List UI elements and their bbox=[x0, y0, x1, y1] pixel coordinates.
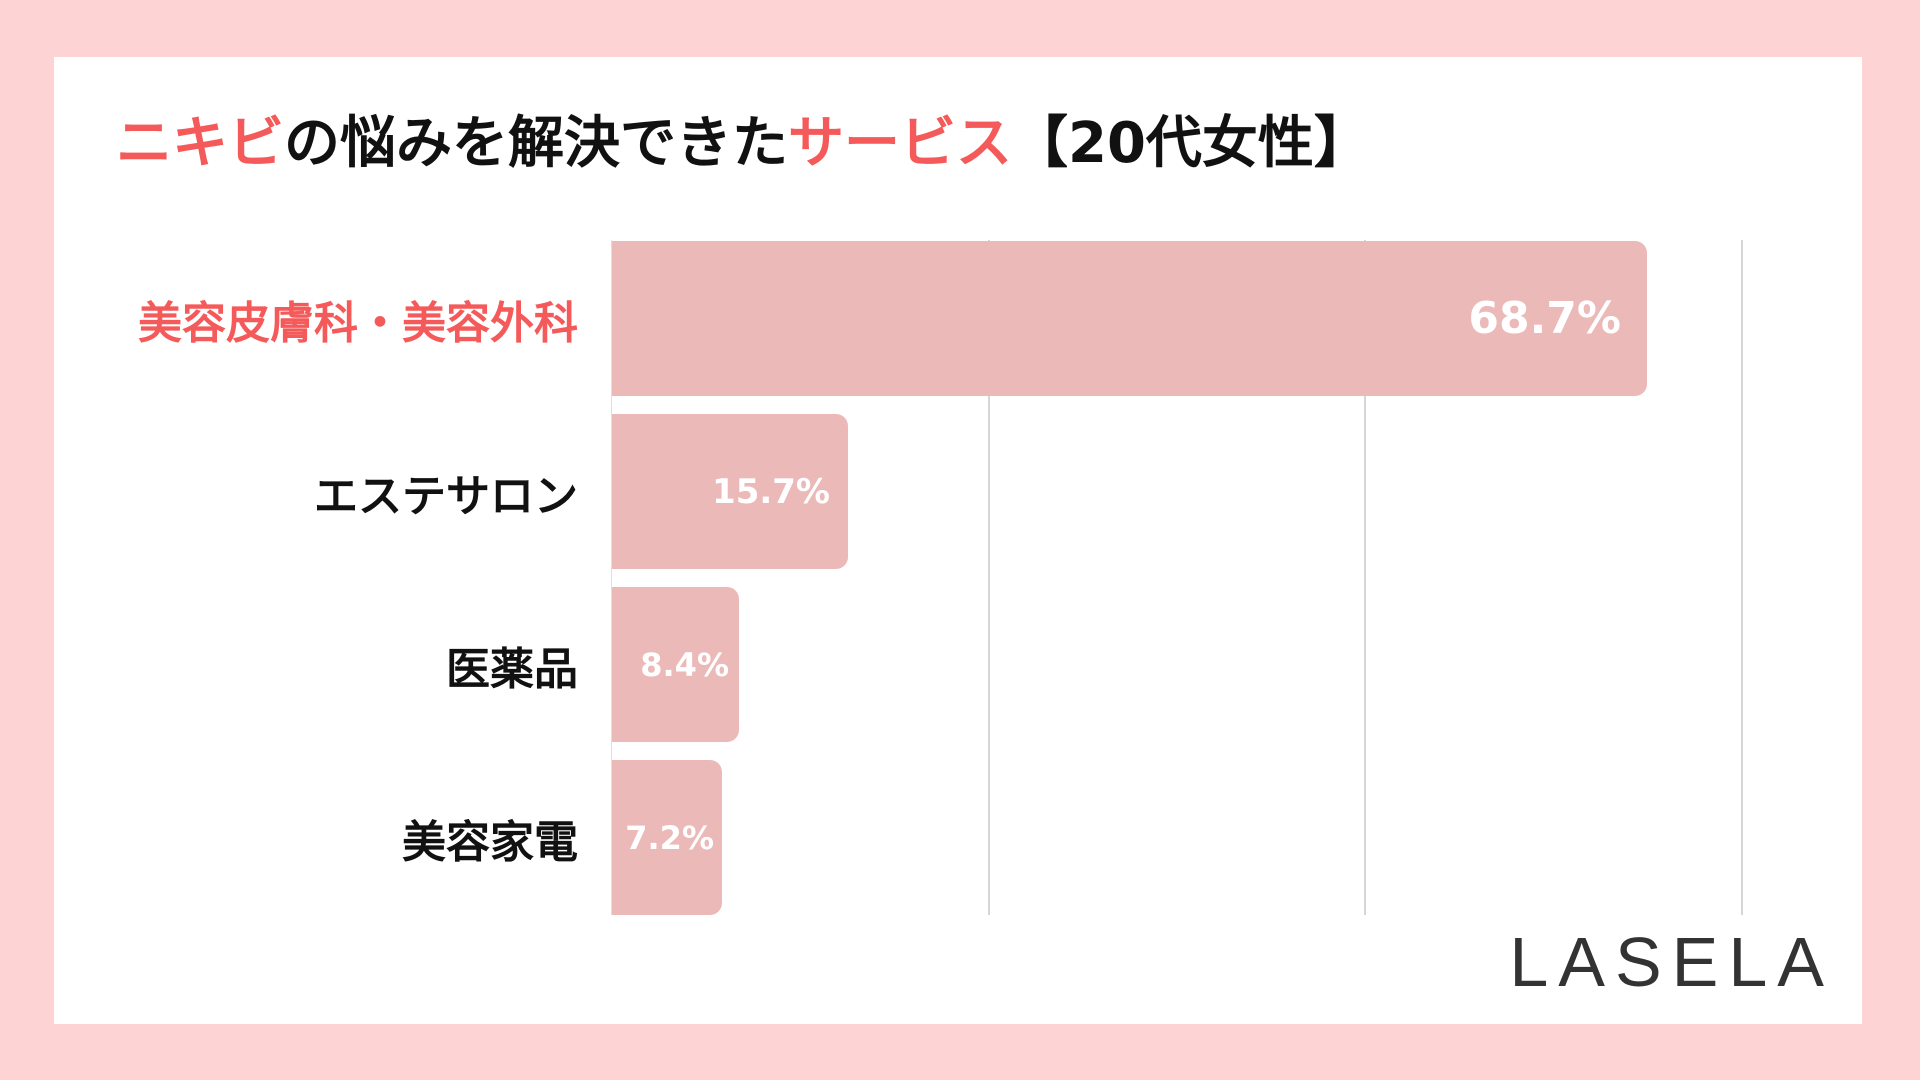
bar: 8.4% bbox=[612, 587, 739, 742]
bar-row: 医薬品 8.4% bbox=[54, 587, 1862, 742]
bar-row: 美容皮膚科・美容外科 68.7% bbox=[54, 241, 1862, 396]
bar: 7.2% bbox=[612, 760, 722, 915]
bar-row: エステサロン 15.7% bbox=[54, 414, 1862, 569]
bar: 68.7% bbox=[612, 241, 1647, 396]
bar-row: 美容家電 7.2% bbox=[54, 760, 1862, 915]
category-label: 美容皮膚科・美容外科 bbox=[138, 297, 578, 349]
bar-value-label: 68.7% bbox=[1468, 293, 1621, 344]
title-text-suffix: 【20代女性】 bbox=[1012, 111, 1370, 176]
category-label: 美容家電 bbox=[402, 816, 578, 868]
bar: 15.7% bbox=[612, 414, 848, 569]
category-label: エステサロン bbox=[314, 470, 578, 522]
gridline-50 bbox=[1364, 240, 1366, 915]
chart-card: ニキビの悩みを解決できたサービス【20代女性】 美容皮膚科・美容外科 68.7%… bbox=[54, 57, 1862, 1024]
title-accent-service: サービス bbox=[788, 111, 1012, 176]
chart-title: ニキビの悩みを解決できたサービス【20代女性】 bbox=[116, 109, 1370, 179]
title-text-middle: の悩みを解決できた bbox=[284, 111, 788, 176]
title-accent-acne: ニキビ bbox=[116, 111, 284, 176]
bar-value-label: 15.7% bbox=[712, 471, 830, 512]
bar-value-label: 8.4% bbox=[640, 645, 729, 684]
axis-line bbox=[611, 240, 612, 915]
lasela-logo: LASELA bbox=[1509, 923, 1834, 1001]
gridline-75 bbox=[1741, 240, 1743, 915]
gridline-25 bbox=[988, 240, 990, 915]
category-label: 医薬品 bbox=[446, 643, 578, 695]
bar-value-label: 7.2% bbox=[625, 818, 714, 857]
